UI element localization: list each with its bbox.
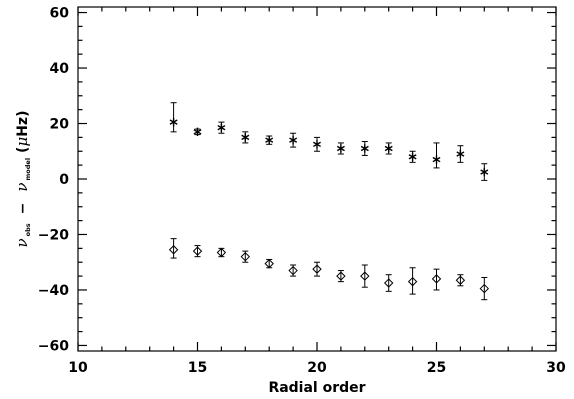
y-title-nu-obs: ν (13, 238, 31, 247)
diamond-series (168, 238, 490, 301)
asterisk-point (289, 135, 298, 145)
x-tick-label: 20 (307, 360, 327, 376)
asterisk-point (360, 144, 369, 153)
x-axis-title: Radial order (268, 380, 365, 396)
y-axis-title: νobs−νmodel(μHz) (13, 111, 32, 248)
diamond-point (431, 274, 442, 284)
diamond-point (479, 283, 490, 294)
asterisk-point (384, 144, 393, 153)
diamond-point (455, 275, 466, 285)
svg-text:νobs−νmodel(μHz): νobs−νmodel(μHz) (13, 111, 32, 248)
y-title-open-paren: ( (15, 147, 31, 153)
diamond-point (192, 246, 203, 256)
y-title-model-subscript: model (24, 158, 32, 181)
diamond-point (216, 247, 227, 258)
y-tick-label: 20 (50, 117, 70, 133)
asterisk-series (169, 102, 489, 181)
asterisk-point (432, 155, 441, 164)
axis-ticks (77, 7, 557, 351)
y-tick-label: 40 (50, 61, 70, 77)
asterisk-point (408, 152, 417, 162)
asterisk-point (265, 135, 274, 145)
asterisk-point (169, 117, 178, 127)
asterisk-point (336, 144, 345, 153)
y-tick-label: −60 (38, 338, 69, 354)
y-title-mu: μ (13, 137, 31, 147)
x-tick-label: 15 (188, 360, 207, 376)
y-tick-label: 60 (50, 6, 70, 22)
diamond-point (288, 265, 298, 276)
y-title-minus: − (15, 203, 31, 215)
diamond-point (407, 276, 418, 287)
diamond-point (264, 258, 274, 269)
y-tick-label: −20 (38, 227, 69, 243)
asterisk-point (480, 167, 489, 177)
diamond-point (383, 278, 394, 288)
x-tick-label: 25 (427, 360, 446, 376)
x-tick-label: 10 (68, 360, 88, 376)
diamond-point (168, 245, 179, 255)
asterisk-point (241, 133, 250, 142)
asterisk-point (313, 140, 321, 149)
y-tick-label: 0 (59, 172, 69, 188)
y-title-unit: Hz) (15, 111, 31, 137)
y-title-nu-model: ν (13, 182, 31, 191)
data-series (168, 102, 490, 301)
tick-labels: 10 15 20 25 30 −60 −40 −20 0 20 40 60 (38, 6, 566, 376)
diamond-point (336, 271, 346, 281)
diamond-point (360, 271, 370, 281)
y-tick-label: −40 (38, 283, 69, 299)
asterisk-point (193, 127, 202, 137)
diamond-point (312, 264, 322, 274)
asterisk-point (456, 149, 465, 159)
diamond-point (240, 251, 251, 262)
y-title-obs-subscript: obs (24, 223, 32, 236)
asterisk-point (217, 123, 226, 132)
x-tick-label: 30 (546, 360, 566, 376)
